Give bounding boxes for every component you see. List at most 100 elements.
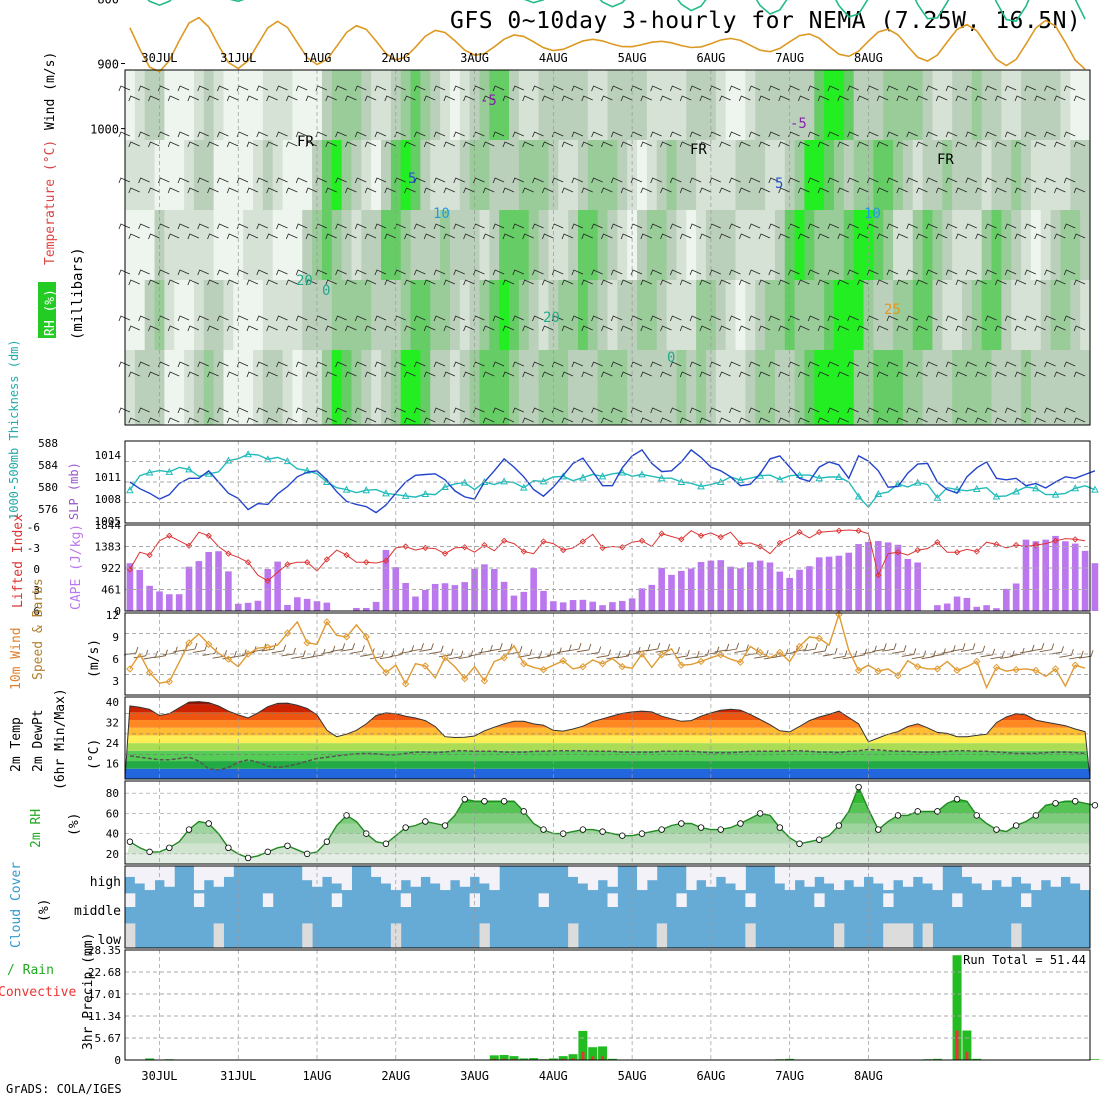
thickness-point <box>992 492 1001 500</box>
rh2m-point <box>697 824 705 831</box>
wind-barb <box>729 177 741 184</box>
wind10-barb <box>852 648 868 658</box>
wind-barb <box>906 315 918 322</box>
rh-cell <box>518 280 530 350</box>
wind-barb <box>916 233 928 240</box>
rh-cell <box>184 280 195 350</box>
wind-barb <box>748 269 761 276</box>
slp-tick: 1014 <box>95 449 122 462</box>
wind-barb <box>975 141 987 148</box>
wind-barb <box>482 233 495 240</box>
rh-cell <box>371 70 382 140</box>
wind-barb <box>788 361 800 368</box>
rh-cell <box>873 350 884 425</box>
wind-barb <box>423 371 436 378</box>
wind10-label-b: Speed & Barbs <box>31 578 46 680</box>
temp-outline <box>124 701 1091 780</box>
wind-barb <box>522 371 534 378</box>
wind-barb <box>847 361 859 368</box>
wind-barb <box>1024 177 1037 184</box>
wind-barb <box>551 269 564 276</box>
lifted-label: Lifted Index <box>11 514 26 608</box>
rh-cell <box>814 70 825 140</box>
cape-bar <box>835 555 843 611</box>
temp-tick: 40 <box>106 696 119 709</box>
wind-barb <box>394 361 406 368</box>
wind-barb <box>581 187 593 194</box>
wind-barb <box>532 269 544 276</box>
contour-label: -5 <box>790 116 807 132</box>
wind-barb <box>807 407 820 414</box>
rh-cell <box>499 210 510 280</box>
wind-barb <box>738 325 751 332</box>
wind-barb <box>217 131 229 138</box>
thickness-point <box>1051 490 1060 498</box>
cape-bar <box>1032 541 1040 611</box>
rh-cell <box>489 140 500 210</box>
rh-cell <box>577 350 589 425</box>
wind-barb <box>669 407 682 414</box>
rh-cell <box>262 280 274 350</box>
precip-conv-bar <box>581 1051 585 1060</box>
rh-cell <box>607 350 618 425</box>
rh-cell <box>666 210 677 280</box>
wind-barb <box>650 131 662 138</box>
rh-cell <box>125 70 136 140</box>
wind-barb <box>620 141 633 148</box>
wind-barb <box>640 141 652 148</box>
cape-bar <box>166 594 173 611</box>
wind10-point <box>264 643 272 651</box>
wind-barb <box>906 177 918 184</box>
wind-barb <box>916 95 928 102</box>
wind-barb <box>778 95 790 102</box>
rh-cell <box>617 140 628 210</box>
wind-barb <box>827 177 840 184</box>
precip-label: 3hr Precip (mm) <box>81 933 96 1050</box>
wind-barb <box>177 223 190 230</box>
wind10-barb <box>409 643 424 652</box>
rh-cell <box>361 280 372 350</box>
wind-barb <box>807 177 820 184</box>
thickness-point <box>401 491 410 499</box>
wind-barb <box>729 315 741 322</box>
wind-barb <box>955 187 968 194</box>
wind-barb <box>640 187 652 194</box>
rh-cell <box>479 210 490 280</box>
wind-barb <box>354 177 367 184</box>
cape-bar <box>353 607 360 611</box>
wind-barb <box>729 85 741 92</box>
rh-cell <box>971 140 983 210</box>
temp-band <box>125 735 1090 744</box>
wind-barb <box>118 177 131 184</box>
wind-barb <box>778 233 790 240</box>
wind-barb <box>1034 279 1046 286</box>
rh-cell <box>321 280 333 350</box>
wind-barb <box>1044 407 1056 414</box>
wind10-point <box>500 654 508 662</box>
rh-cell <box>351 280 362 350</box>
wind-barb <box>128 325 140 332</box>
wind10-point <box>1071 661 1079 669</box>
rh-cell <box>174 280 185 350</box>
lifted-point <box>363 559 370 566</box>
temp2m-label-c: (6hr Min/Max) <box>53 688 68 790</box>
rh-cell <box>528 210 540 280</box>
thickness-point <box>421 489 430 497</box>
wind-barb <box>197 407 209 414</box>
rh-cell <box>745 350 756 425</box>
wind-barb <box>295 315 308 322</box>
lifted-point <box>1052 537 1059 544</box>
rh-cell <box>381 140 392 210</box>
rh-cell <box>833 210 845 280</box>
rh-cell <box>1011 140 1022 210</box>
rh-cell <box>735 350 746 425</box>
thickness-point <box>854 492 863 500</box>
rh-cell <box>577 280 589 350</box>
wind-barb <box>374 315 387 322</box>
rh2m-point <box>264 848 271 856</box>
wind10-barb <box>271 644 287 654</box>
temp-band <box>125 743 1090 751</box>
thickness-point <box>303 466 312 474</box>
wind-barb <box>266 141 278 148</box>
wind10-point <box>579 662 587 671</box>
